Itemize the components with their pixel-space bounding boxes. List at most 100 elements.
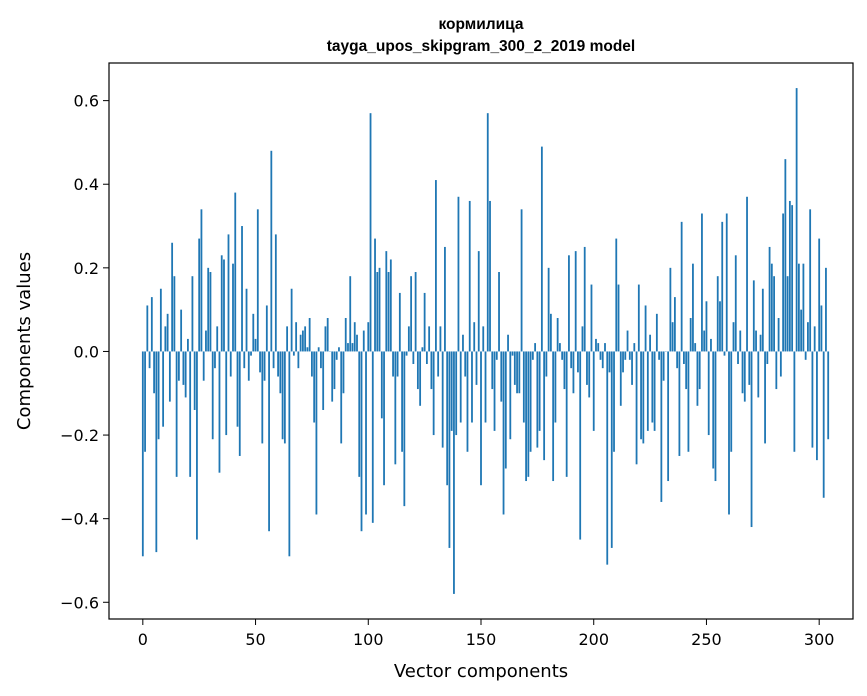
bar <box>624 351 627 360</box>
bar-series <box>141 88 830 594</box>
bar <box>739 330 742 352</box>
bar <box>516 351 518 394</box>
bar <box>297 351 300 369</box>
bar <box>827 351 830 440</box>
bar <box>723 351 726 356</box>
bar <box>825 267 827 352</box>
bar <box>653 351 656 431</box>
bar <box>716 276 719 352</box>
bar <box>315 351 318 515</box>
bar <box>234 192 237 352</box>
bar <box>162 351 165 427</box>
bar <box>694 343 697 352</box>
bar <box>613 351 615 452</box>
bar <box>232 263 234 352</box>
bar <box>534 343 537 352</box>
bar <box>229 351 232 377</box>
bar <box>214 351 216 369</box>
bar <box>256 209 259 352</box>
bar <box>236 351 239 427</box>
bar <box>545 351 548 377</box>
bar <box>556 318 559 352</box>
bar <box>741 351 744 394</box>
bar <box>277 351 279 377</box>
bar <box>446 351 449 486</box>
bar <box>775 351 778 390</box>
bar <box>335 351 338 360</box>
bar <box>306 347 309 352</box>
bar <box>734 255 737 352</box>
bar <box>288 351 291 557</box>
bar <box>511 351 514 356</box>
bar <box>356 334 358 352</box>
bar <box>782 213 785 352</box>
bar <box>714 351 717 482</box>
bar <box>283 351 286 444</box>
bar <box>626 330 629 352</box>
bar <box>374 238 376 352</box>
bar <box>349 276 352 352</box>
bar <box>175 351 178 477</box>
bar <box>489 200 491 352</box>
x-tick-label: 100 <box>353 630 384 649</box>
bar <box>554 351 557 423</box>
bar <box>362 330 365 352</box>
bar <box>202 351 205 381</box>
bar <box>430 351 433 390</box>
bar <box>331 351 334 402</box>
bar <box>263 351 266 381</box>
bar <box>484 351 487 423</box>
bar <box>367 322 370 352</box>
bar <box>617 284 620 352</box>
bar <box>673 297 676 352</box>
bar <box>759 334 762 352</box>
bar <box>480 351 482 486</box>
bar <box>561 351 564 360</box>
bar <box>538 351 541 431</box>
bar <box>290 288 293 352</box>
bar <box>313 351 316 423</box>
bar <box>157 351 160 440</box>
bar <box>797 263 800 352</box>
bar <box>513 351 516 385</box>
x-tick-label: 300 <box>804 630 835 649</box>
bar <box>791 205 794 352</box>
bar <box>712 351 715 469</box>
bar <box>610 351 613 548</box>
bar <box>811 351 814 448</box>
bar <box>412 351 415 364</box>
bar <box>543 351 546 461</box>
bar <box>380 351 383 419</box>
bar <box>683 351 685 364</box>
bar <box>628 351 631 360</box>
bar <box>324 326 327 352</box>
bar <box>462 334 464 352</box>
bar <box>698 351 701 390</box>
x-tick-label: 150 <box>466 630 497 649</box>
bar <box>376 272 379 352</box>
y-axis-label: Components values <box>14 252 35 430</box>
bar <box>435 180 437 352</box>
bar <box>320 351 322 369</box>
bar <box>205 330 207 352</box>
bar <box>660 351 663 502</box>
bar <box>601 351 604 369</box>
bar <box>187 338 189 352</box>
bar <box>398 292 401 352</box>
bar <box>725 213 728 352</box>
bar <box>148 351 151 369</box>
bar <box>619 351 622 406</box>
bar <box>383 351 385 486</box>
bar <box>141 351 144 557</box>
bar <box>552 351 555 482</box>
bar <box>509 351 512 440</box>
bar <box>247 351 250 381</box>
bar <box>389 259 392 352</box>
bar <box>757 351 760 398</box>
bar <box>678 351 681 456</box>
bar <box>459 351 462 423</box>
chart-title-line1: кормилица <box>439 16 524 33</box>
bar <box>680 221 683 352</box>
